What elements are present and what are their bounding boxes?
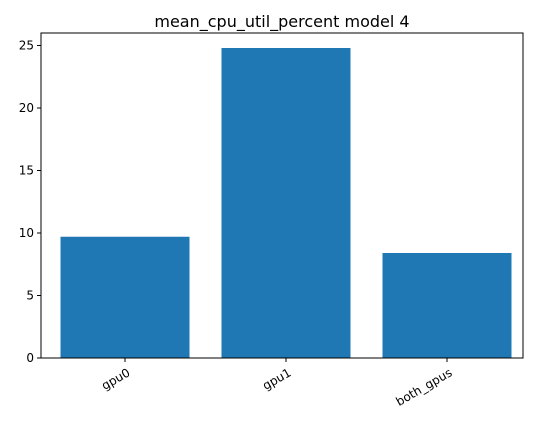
chart-title: mean_cpu_util_percent model 4 <box>154 12 409 32</box>
y-tick-label-20: 20 <box>19 101 34 115</box>
x-tick-label-gpu0: gpu0 <box>99 365 132 392</box>
x-tick-label-gpu1: gpu1 <box>260 365 293 392</box>
plot-frame <box>40 32 524 359</box>
y-tick-label-15: 15 <box>19 164 34 178</box>
x-tick-label-both_gpus: both_gpus <box>393 365 454 408</box>
x-axis: gpu0 gpu1 both_gpus <box>99 358 455 409</box>
y-tick-label-0: 0 <box>26 351 34 365</box>
y-axis: 0 5 10 15 20 25 <box>19 39 41 365</box>
bar-gpu1 <box>221 48 351 358</box>
bars-group <box>60 48 512 358</box>
y-tick-label-5: 5 <box>26 289 34 303</box>
bar-gpu0 <box>60 236 190 358</box>
y-tick-label-10: 10 <box>19 226 34 240</box>
y-tick-label-25: 25 <box>19 39 34 53</box>
bar-both_gpus <box>382 253 512 358</box>
